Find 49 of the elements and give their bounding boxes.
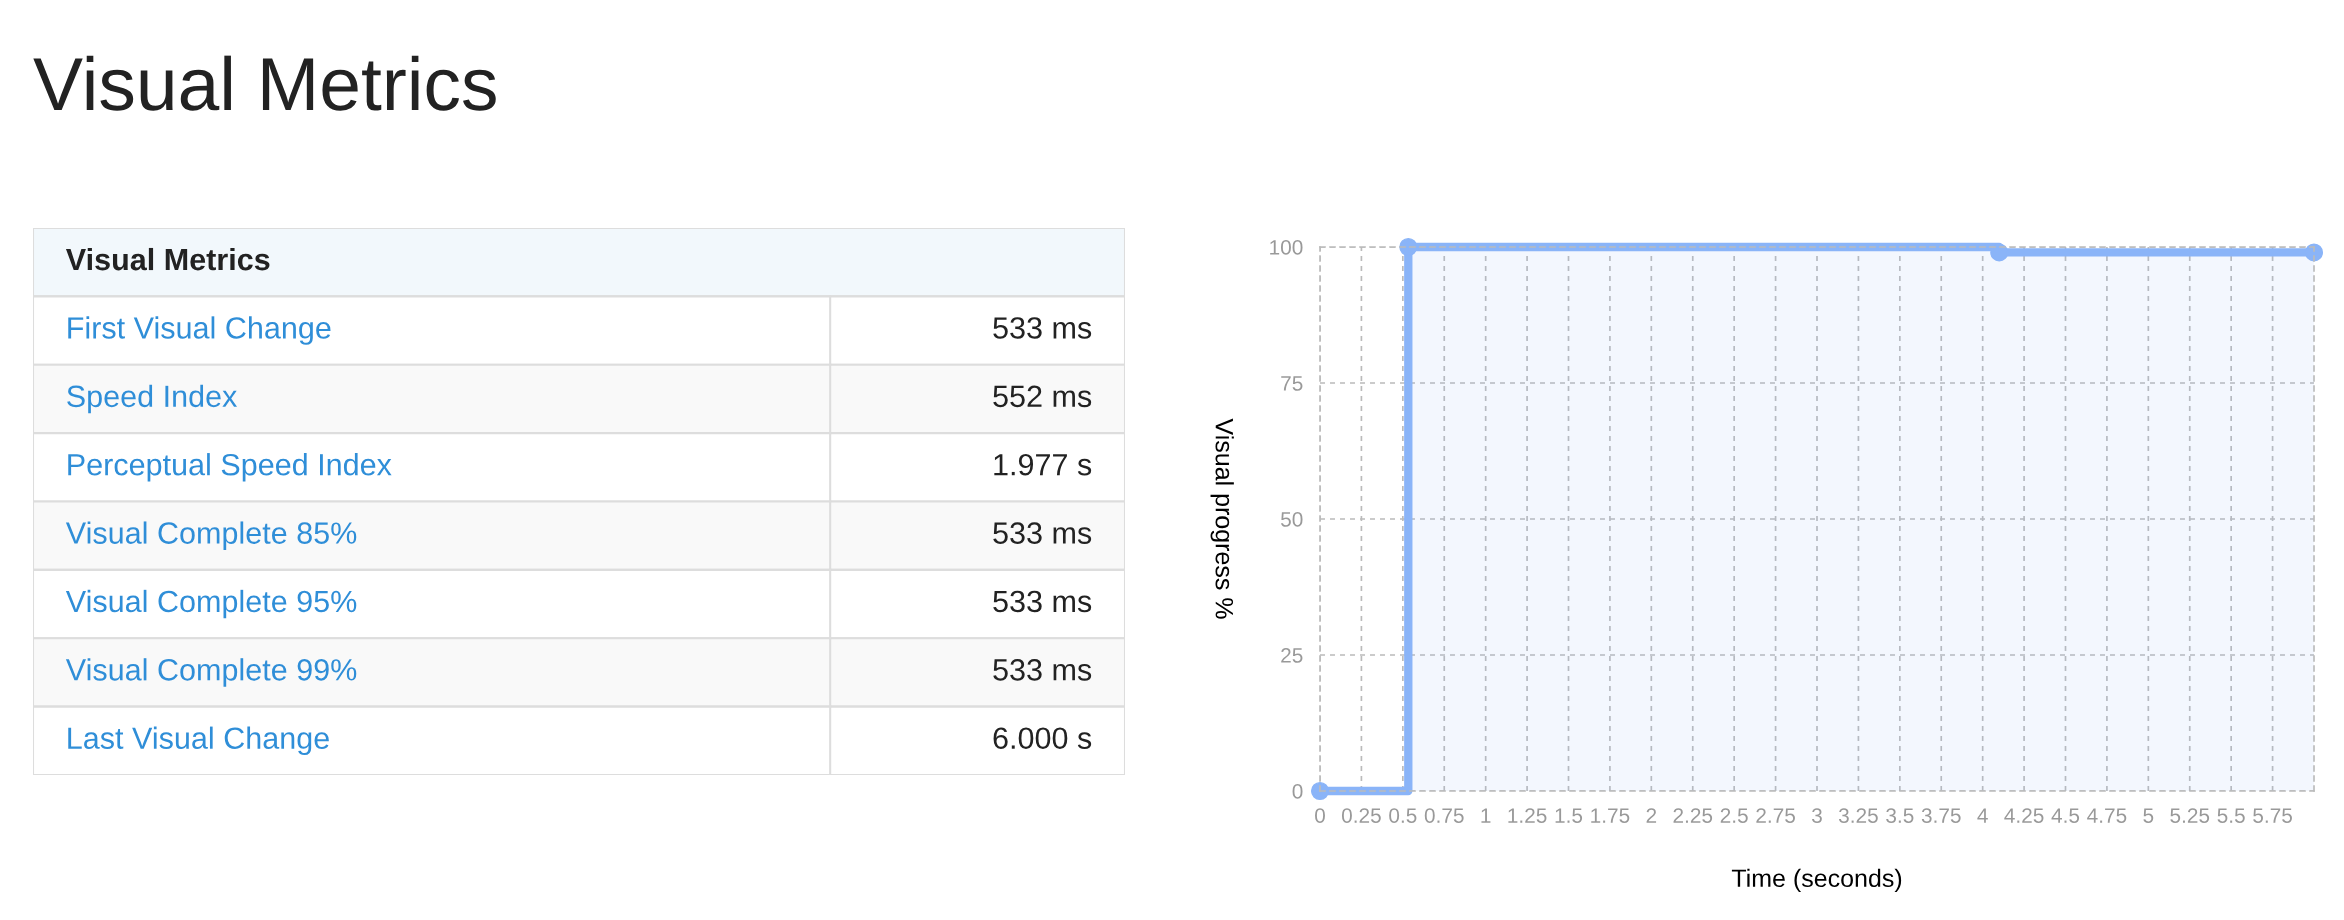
x-tick-label: 2 [1646, 808, 1657, 823]
x-tick-label: 4.75 [2087, 808, 2127, 823]
category-label: Speed Index [67, 384, 238, 414]
x-tick-label: 0.25 [1341, 808, 1381, 823]
x-tick-label: 3.25 [1838, 808, 1878, 823]
x-tick-label: 1.5 [1555, 808, 1583, 823]
point [1310, 781, 1330, 801]
category-label: Visual Complete 85% [65, 521, 357, 550]
y-tick-label: 0 [1292, 784, 1303, 799]
category-label: Last Visual Change [68, 726, 329, 756]
text: Visual Metrics [33, 55, 496, 111]
x-tick-label: 1.25 [1508, 808, 1547, 823]
x-tick-label: 0.75 [1424, 808, 1464, 823]
x-tick-label: 2.5 [1720, 808, 1748, 823]
y-tick-label: 75 [1281, 376, 1303, 391]
x-axis-title: Time (seconds) [1731, 868, 1902, 893]
x-tick-label: 4.25 [2004, 808, 2044, 823]
y-tick-label: 100 [1270, 240, 1303, 255]
text: 533 ms [993, 659, 1092, 681]
x-tick-label: 2.75 [1756, 808, 1795, 823]
text: 533 ms [993, 522, 1092, 544]
category-label: Perceptual Speed Index [68, 453, 392, 482]
text: Visual Metrics [65, 247, 270, 271]
point [1990, 243, 2009, 262]
x-tick-label: 3.75 [1921, 808, 1961, 823]
category-label: First Visual Change [68, 316, 331, 345]
x-tick-label: 3 [1812, 808, 1822, 823]
text: 6.000 s [993, 727, 1092, 750]
x-tick-label: 0.5 [1389, 808, 1417, 823]
x-tick-label: 4 [1977, 808, 1988, 823]
y-tick-label: 50 [1281, 512, 1303, 527]
text: 533 ms [993, 317, 1092, 339]
x-tick-label: 5.75 [2253, 808, 2292, 823]
category-label: Visual Complete 95% [65, 589, 357, 619]
text: 1.977 s [994, 453, 1092, 476]
y-axis-title: Visual progress % [1210, 418, 1234, 619]
y-tick-label: 25 [1281, 648, 1303, 663]
x-tick-label: 5.5 [2217, 808, 2245, 823]
x-tick-label: 0 [1315, 808, 1325, 823]
x-tick-label: 3.5 [1886, 808, 1914, 823]
x-tick-label: 1.75 [1591, 808, 1630, 823]
text: 552 ms [993, 385, 1092, 408]
x-tick-label: 2.25 [1673, 808, 1713, 823]
x-tick-label: 5.25 [2170, 808, 2210, 823]
x-tick-label: 4.5 [2051, 808, 2080, 823]
x-tick-label: 1 [1481, 808, 1491, 823]
x-tick-label: 5 [2143, 808, 2154, 823]
category-label: Visual Complete 99% [65, 658, 357, 687]
text: 533 ms [993, 590, 1092, 613]
